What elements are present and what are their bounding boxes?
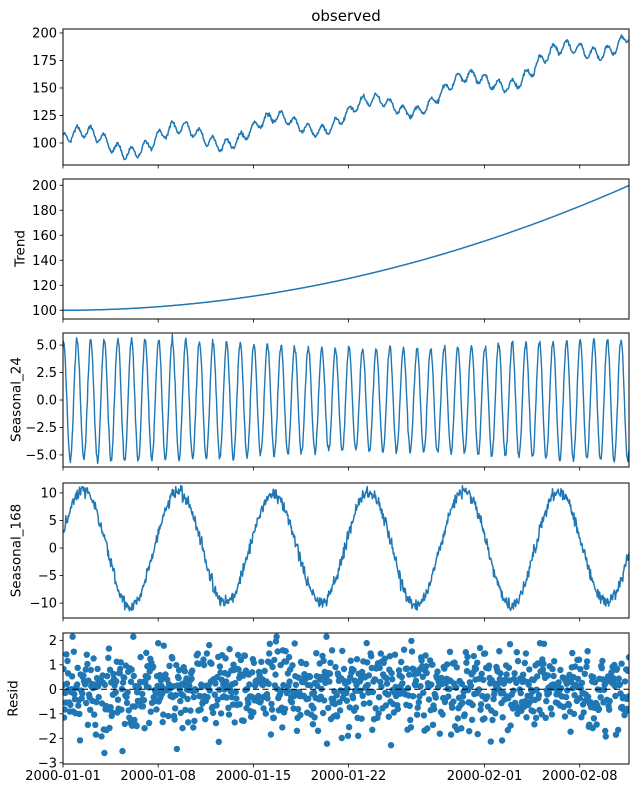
y-tick-label: 0.0 [36,394,57,409]
y-tick-label: −5.0 [25,448,57,463]
y-tick-label: 0 [49,542,57,557]
x-tick-label: 2000-02-08 [542,769,618,784]
y-tick-label: 100 [32,136,57,151]
series-observed [63,34,629,161]
x-tick-label: 2000-01-01 [25,769,101,784]
y-tick-label: 5 [49,514,57,529]
plot-title: observed [311,7,381,25]
y-tick-label: 2 [49,634,57,649]
y-tick-label: 140 [32,254,57,269]
x-tick-label: 2000-01-15 [216,769,292,784]
panel-observed-spine [62,28,630,166]
y-tick-label: −2 [38,732,57,747]
y-tick-label: 120 [32,279,57,294]
series-seasonal_168 [63,484,629,612]
y-tick-label: 1 [49,658,57,673]
y-tick-label: 175 [32,54,57,69]
series-resid [63,633,629,757]
y-tick-label: 125 [32,109,57,124]
x-tick-label: 2000-01-22 [311,769,387,784]
y-tick-label: 200 [32,26,57,41]
panel-resid-spine [62,632,630,765]
y-tick-label: 5.0 [36,339,57,354]
y-tick-label: 2.5 [36,366,57,381]
x-tick-label: 2000-01-08 [120,769,196,784]
y-tick-label: 0 [49,683,57,698]
y-tick-label: −3 [38,756,57,771]
y-tick-label: −2.5 [25,421,57,436]
panel-seasonal_168-spine [62,482,630,619]
panel-trend-spine [62,178,630,320]
y-tick-label: 160 [32,229,57,244]
y-tick-label: 150 [32,81,57,96]
series-seasonal_24 [63,333,629,465]
y-tick-label: −5 [38,569,57,584]
series-trend [63,184,629,312]
y-tick-label: −10 [30,597,57,612]
y-tick-label: 200 [32,179,57,194]
y-tick-label: 100 [32,304,57,319]
y-tick-label: 180 [32,204,57,219]
ylabel-resid: Resid [5,680,22,717]
y-tick-label: 10 [40,486,57,501]
x-tick-label: 2000-02-01 [447,769,523,784]
y-tick-label: −1 [38,707,57,722]
